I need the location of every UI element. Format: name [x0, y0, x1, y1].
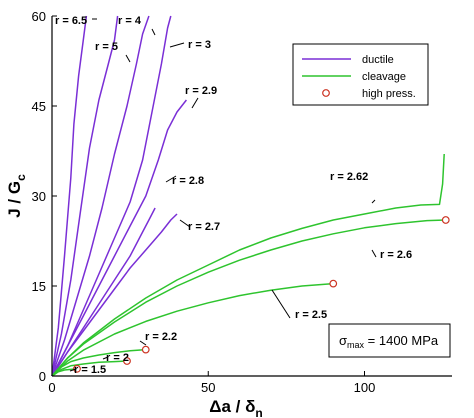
series-line-2-6 [51, 219, 446, 377]
curve-label-leader [271, 289, 291, 319]
legend-high-pressure-label: high press. [362, 88, 416, 100]
high-pressure-marker [123, 357, 131, 365]
curve-label-leader [191, 97, 199, 109]
curve-label: r = 3 [188, 39, 211, 51]
series-line-2-5 [51, 282, 334, 377]
curve-label: r = 2.5 [295, 309, 327, 321]
legend-cleavage-label: cleavage [362, 71, 406, 83]
x-axis-label: Δa / δn [209, 397, 263, 418]
curve-label: r = 2 [106, 352, 129, 364]
curve-label-leader [179, 219, 191, 228]
y-axis-label: J / Gc [5, 174, 28, 218]
curve-label: r = 6.5 [55, 15, 87, 27]
plot-area [51, 15, 450, 377]
series-line-5 [51, 15, 119, 377]
sigma-annotation-text: σmax = 1400 MPa [339, 333, 439, 350]
sigma-annotation-frame [328, 323, 451, 358]
curve-label-leader [151, 28, 156, 36]
y-tick-label: 0 [39, 369, 46, 384]
curve-label-leader [371, 199, 376, 204]
curve-label: r = 2.9 [185, 85, 217, 97]
series-line-2-9 [51, 99, 187, 377]
y-tick-label: 60 [32, 9, 46, 24]
curve-label: r = 2.62 [330, 171, 368, 183]
curve-label: r = 2.7 [188, 221, 220, 233]
x-tick-label: 100 [354, 380, 376, 395]
curve-label-leader [169, 42, 185, 48]
series-line-6-5 [51, 15, 88, 377]
curve-label: r = 2.6 [380, 249, 412, 261]
high-pressure-marker [441, 216, 450, 224]
high-pressure-marker [329, 279, 338, 288]
curve-label: r = 4 [118, 15, 142, 27]
curve-label-leader [125, 54, 131, 63]
high-pressure-marker [141, 345, 150, 354]
curve-label-leader [69, 368, 77, 372]
high-pressure-marker [73, 364, 81, 373]
curve-label: r = 2.8 [172, 175, 204, 187]
ticks: 0 50 100 0 15 30 45 60 [32, 9, 376, 395]
curve-label-leader [139, 340, 147, 346]
curve-label-leader [371, 249, 377, 258]
curve-label: r = 2.2 [145, 331, 177, 343]
series-line-2-62 [51, 153, 445, 377]
series-line-4 [51, 15, 150, 377]
series-line-1-5 [51, 368, 78, 377]
curve-label: r = 5 [95, 41, 118, 53]
legend-ductile-label: ductile [362, 54, 394, 66]
y-tick-label: 15 [32, 279, 46, 294]
curve-label-leader [102, 356, 109, 360]
curve-label: r = 1.5 [74, 364, 106, 376]
series-line-2-2 [51, 348, 146, 377]
legend-high-pressure-marker [322, 89, 330, 97]
series-line-2-7 [51, 213, 178, 377]
x-tick-label: 50 [201, 380, 215, 395]
sigma-annotation: σmax = 1400 MPa [328, 323, 451, 358]
series-line-2 [51, 360, 128, 377]
curve-labels: r = 6.5 r = 5 r = 4 r = 3 r = 2.9 r = 2.8 r = … [55, 15, 412, 376]
y-tick-label: 45 [32, 99, 46, 114]
curve-label-leader [165, 175, 177, 183]
legend: ductile cleavage high press. [292, 43, 429, 106]
legend-frame [292, 43, 429, 106]
x-tick-label: 0 [48, 380, 55, 395]
series-line-3 [51, 15, 172, 377]
y-tick-label: 30 [32, 189, 46, 204]
